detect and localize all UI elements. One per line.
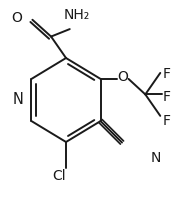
Text: Cl: Cl bbox=[53, 169, 66, 183]
Text: O: O bbox=[11, 11, 22, 25]
Text: O: O bbox=[118, 70, 128, 84]
Text: F: F bbox=[163, 114, 171, 128]
Text: NH₂: NH₂ bbox=[63, 8, 89, 22]
Text: F: F bbox=[163, 67, 171, 81]
Text: N: N bbox=[13, 92, 24, 108]
Text: F: F bbox=[163, 90, 171, 104]
Text: N: N bbox=[150, 151, 161, 165]
